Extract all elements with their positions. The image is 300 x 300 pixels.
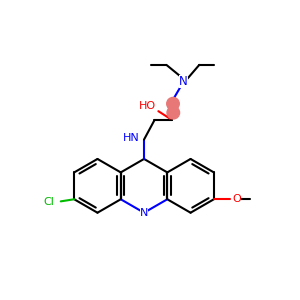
Text: Cl: Cl [43,197,54,207]
Text: HO: HO [139,101,156,111]
Text: N: N [140,208,148,218]
Circle shape [167,106,180,119]
Text: N: N [179,75,188,88]
Text: O: O [233,194,242,204]
Circle shape [167,98,179,110]
Text: HN: HN [123,133,140,143]
